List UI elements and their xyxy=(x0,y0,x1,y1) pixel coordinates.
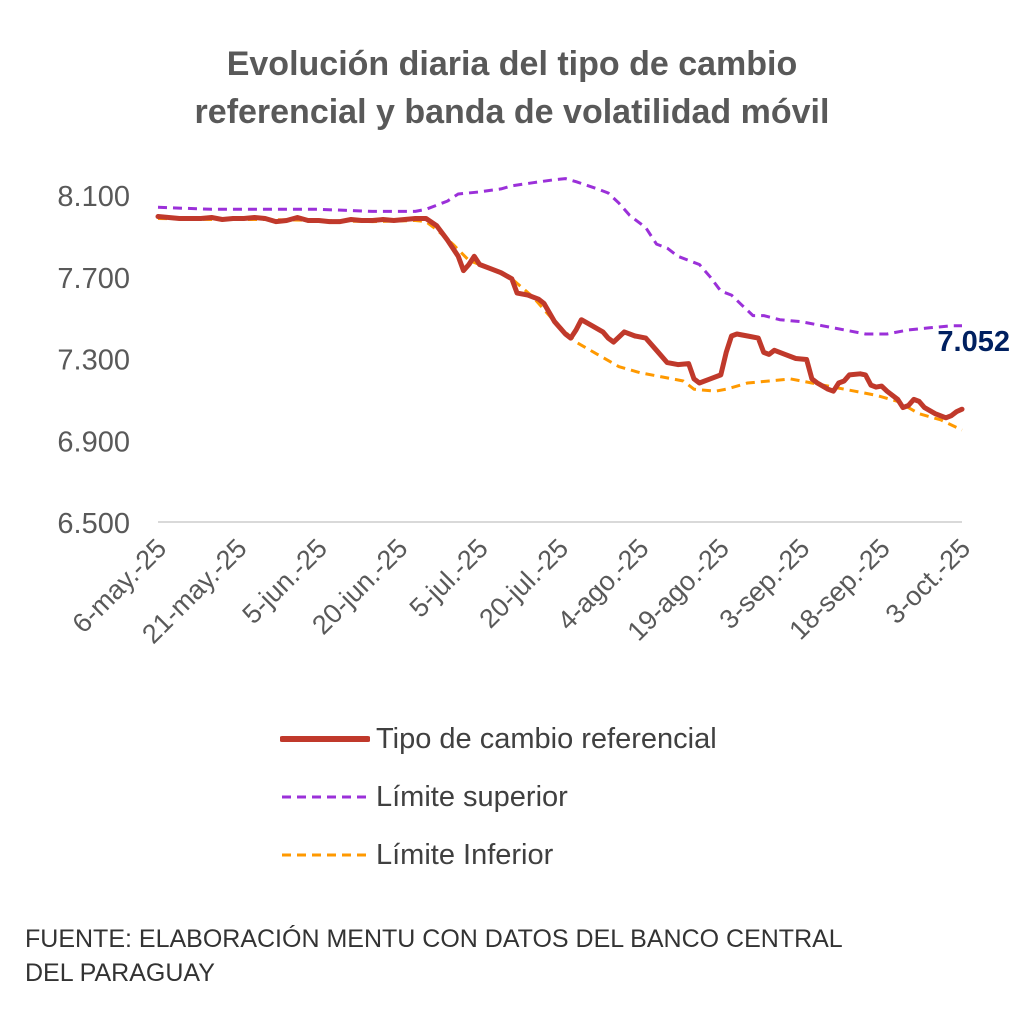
y-tick-label: 7.300 xyxy=(57,345,130,377)
chart-title-line-1: Evolución diaria del tipo de cambio xyxy=(226,45,798,83)
legend-swatch-limite-inferior xyxy=(282,853,368,857)
legend-label-tipo-de-cambio: Tipo de cambio referencial xyxy=(376,723,717,755)
line-chart: 8.1007.7007.3006.9006.5006-may.-2521-may… xyxy=(57,177,1010,649)
legend-swatch-limite-superior xyxy=(282,795,368,799)
last-value-label: 7.052 xyxy=(937,326,1010,358)
series-line-limite-inferior xyxy=(157,217,963,432)
source-line-1: FUENTE: ELABORACIÓN MENTU CON DATOS DEL … xyxy=(25,925,843,953)
y-tick-label: 8.100 xyxy=(57,181,130,213)
legend-swatch-tipo-de-cambio xyxy=(280,736,370,742)
series-line-tipo-de-cambio xyxy=(155,214,965,421)
source-line-2: DEL PARAGUAY xyxy=(25,959,215,987)
legend-label-limite-inferior: Límite Inferior xyxy=(376,839,554,871)
legend-label-limite-superior: Límite superior xyxy=(376,781,568,813)
source-note: FUENTE: ELABORACIÓN MENTU CON DATOS DEL … xyxy=(25,922,985,990)
y-tick-label: 6.500 xyxy=(57,508,130,540)
chart-title-line-2: referencial y banda de volatilidad móvil xyxy=(194,93,830,131)
series-line-limite-superior xyxy=(157,177,962,336)
x-tick-label: 3-oct.-25 xyxy=(880,533,977,630)
chart-title: Evolución diaria del tipo de cambio refe… xyxy=(0,40,1024,136)
y-tick-label: 7.700 xyxy=(57,263,130,295)
y-tick-label: 6.900 xyxy=(57,426,130,458)
